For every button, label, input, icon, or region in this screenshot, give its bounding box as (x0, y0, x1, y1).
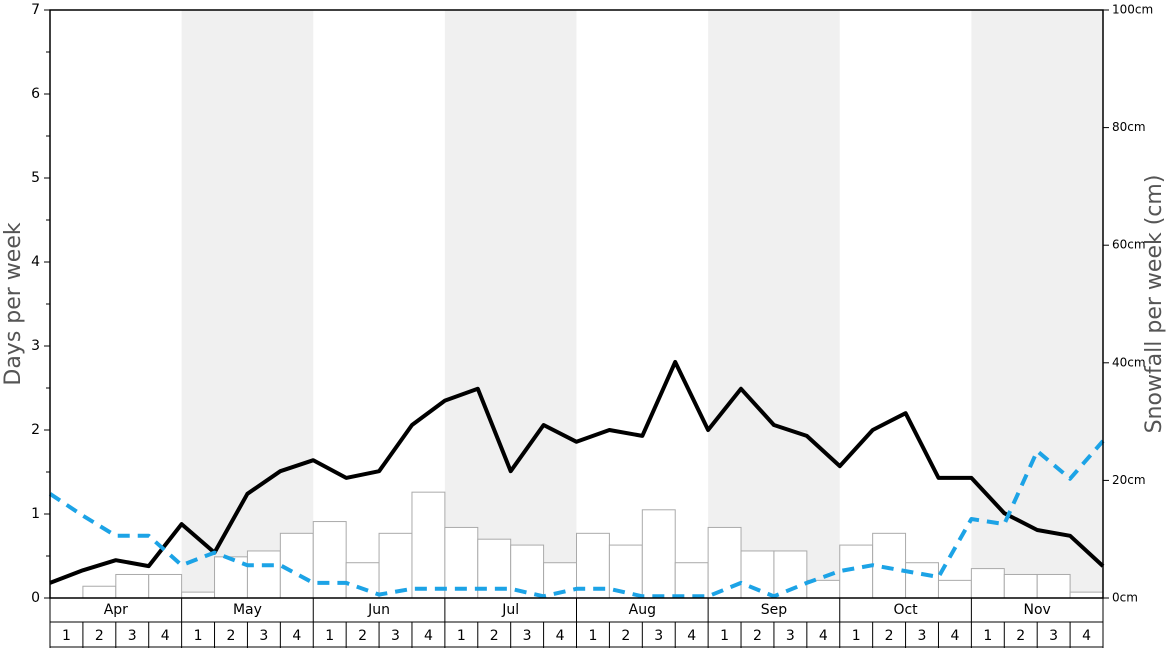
bar (148, 573, 183, 599)
week-label: 2 (358, 628, 367, 644)
bar (674, 562, 709, 599)
week-label: 1 (983, 628, 992, 644)
week-label: 3 (128, 628, 137, 644)
week-label: 1 (720, 628, 729, 644)
week-label: 4 (687, 628, 696, 644)
y2-tick-label: 0cm (1112, 591, 1138, 605)
bar (181, 591, 216, 599)
month-shade (971, 10, 1103, 598)
bar (970, 568, 1005, 599)
week-label: 2 (227, 628, 236, 644)
week-label: 4 (161, 628, 170, 644)
bar (82, 585, 117, 599)
y2-axis-label: Snowfall per week (cm) (1142, 175, 1167, 434)
week-label: 2 (1016, 628, 1025, 644)
y2-tick-label: 60cm (1112, 238, 1146, 252)
week-label: 3 (259, 628, 268, 644)
y-tick-label: 7 (31, 2, 40, 18)
bar (1003, 573, 1038, 599)
y-tick-label: 6 (31, 86, 40, 102)
week-label: 3 (1049, 628, 1058, 644)
month-label: Nov (1024, 602, 1051, 618)
bar (1069, 591, 1104, 599)
y2-tick-label: 40cm (1112, 355, 1146, 369)
week-label: 4 (292, 628, 301, 644)
month-label: Jul (501, 602, 519, 618)
bar (872, 532, 907, 599)
y-axis-label: Days per week (1, 222, 26, 385)
y-tick-label: 1 (31, 506, 40, 522)
y2-tick-label: 80cm (1112, 120, 1146, 134)
bar (345, 562, 380, 599)
y-tick-label: 4 (31, 254, 40, 270)
bar (411, 491, 446, 599)
week-label: 3 (391, 628, 400, 644)
month-shade (181, 10, 314, 598)
month-shade (444, 10, 577, 598)
month-label: Apr (104, 602, 128, 618)
month-shade (708, 10, 840, 598)
week-label: 1 (325, 628, 334, 644)
bar (641, 509, 676, 599)
bar (115, 573, 150, 599)
month-label: Sep (761, 602, 788, 618)
line-series (49, 360, 1105, 585)
bar (378, 532, 413, 599)
week-label: 4 (556, 628, 565, 644)
y2-tick-label: 100cm (1112, 3, 1153, 17)
y-tick-label: 3 (31, 338, 40, 354)
y2-tick-label: 20cm (1112, 473, 1146, 487)
bar (246, 550, 281, 599)
week-label: 1 (588, 628, 597, 644)
week-label: 3 (786, 628, 795, 644)
bar (905, 562, 939, 599)
week-label: 1 (194, 628, 203, 644)
week-label: 2 (95, 628, 104, 644)
month-label: Aug (629, 602, 656, 618)
week-label: 1 (62, 628, 71, 644)
line-series (48, 439, 1105, 599)
y-tick-label: 5 (31, 170, 40, 186)
week-label: 2 (885, 628, 894, 644)
bar (214, 556, 248, 599)
month-label: May (233, 602, 262, 618)
week-label: 4 (950, 628, 959, 644)
week-label: 4 (1082, 628, 1091, 644)
week-label: 2 (621, 628, 630, 644)
y-tick-label: 0 (31, 590, 40, 606)
month-label: Jun (367, 602, 390, 618)
week-label: 4 (819, 628, 828, 644)
bar (279, 532, 314, 599)
bar (1036, 573, 1071, 599)
week-label: 2 (753, 628, 762, 644)
week-label: 3 (523, 628, 532, 644)
week-label: 1 (852, 628, 861, 644)
bar (937, 579, 972, 599)
y-tick-label: 2 (31, 422, 40, 438)
bar (707, 526, 742, 599)
week-label: 4 (424, 628, 433, 644)
week-label: 3 (918, 628, 927, 644)
bar (312, 521, 347, 599)
week-label: 2 (490, 628, 499, 644)
week-label: 3 (654, 628, 663, 644)
week-label: 1 (457, 628, 466, 644)
month-label: Oct (893, 602, 918, 618)
